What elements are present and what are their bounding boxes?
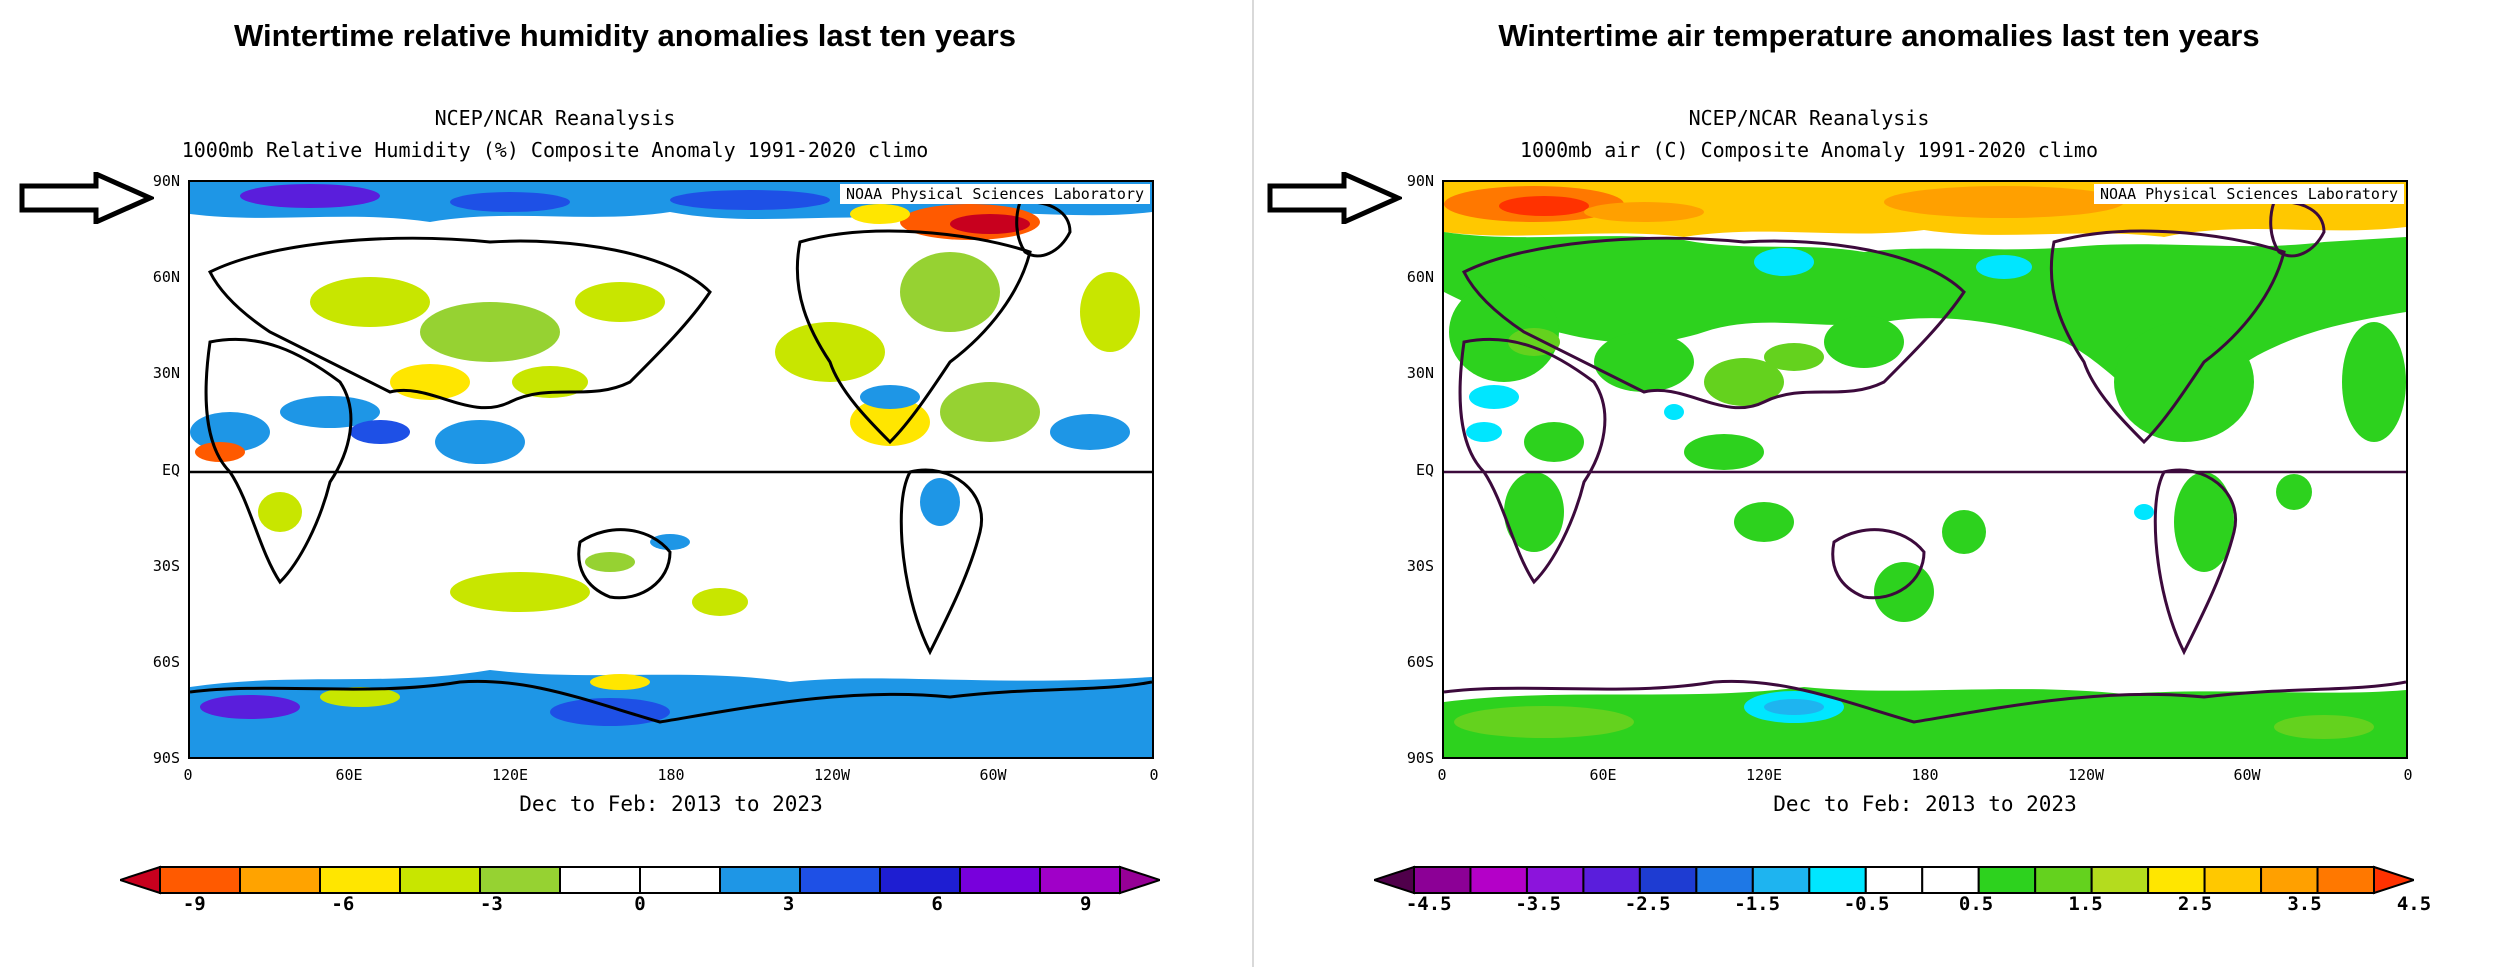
colorbar-segment xyxy=(799,866,881,894)
colorbar-segment xyxy=(399,866,481,894)
lon-label: 60E xyxy=(335,766,363,784)
lon-label: 180 xyxy=(657,766,685,784)
colorbar-arrow-low xyxy=(120,865,161,895)
anomaly-field xyxy=(1444,182,2406,757)
lat-label: 60N xyxy=(1406,268,1434,286)
colorbar-segment xyxy=(1469,866,1528,894)
lon-label: 0 xyxy=(183,766,193,784)
colorbar-tick-label: -3 xyxy=(479,893,503,915)
time-period: Dec to Feb: 2013 to 2023 xyxy=(519,792,823,816)
colorbar-segment xyxy=(2147,866,2206,894)
colorbar-segment xyxy=(2090,866,2150,894)
colorbar-tick-label: -3.5 xyxy=(1515,893,1562,915)
colorbar-segment xyxy=(1039,866,1121,894)
lat-label: 90N xyxy=(1406,172,1434,190)
colorbar-segment xyxy=(319,866,401,894)
map-subtitle: 1000mb air (C) Composite Anomaly 1991-20… xyxy=(1520,138,2098,162)
lat-label: 90S xyxy=(152,749,180,767)
colorbar-arrow-high xyxy=(1119,865,1160,895)
humidity-colorbar xyxy=(120,865,1160,895)
lon-label: 0 xyxy=(2403,766,2413,784)
source-label: NCEP/NCAR Reanalysis xyxy=(434,106,676,130)
lat-label: EQ xyxy=(1415,461,1434,479)
colorbar-segment xyxy=(559,866,641,894)
colorbar-tick-label: 9 xyxy=(1079,893,1092,915)
colorbar-tick-label: 1.5 xyxy=(2068,893,2103,915)
temperature-colorbar xyxy=(1374,865,2414,895)
colorbar-tick-label: 2.5 xyxy=(2177,893,2213,915)
colorbar-segment xyxy=(2260,866,2319,894)
lab-credit: NOAA Physical Sciences Laboratory xyxy=(839,184,1150,204)
map-subtitle: 1000mb Relative Humidity (%) Composite A… xyxy=(181,138,929,162)
lon-label: 180 xyxy=(1911,766,1939,784)
colorbar-arrow-high xyxy=(2373,865,2414,895)
lat-label: 60N xyxy=(152,268,180,286)
colorbar-tick-label: -0.5 xyxy=(1843,893,1890,915)
colorbar-segment xyxy=(1751,866,1811,894)
lon-label: 120W xyxy=(2067,766,2105,784)
colorbar-segment xyxy=(1582,866,1641,894)
colorbar-tick-label: 4.5 xyxy=(2396,893,2432,915)
lat-label: 60S xyxy=(1406,653,1434,671)
arrow-right-icon xyxy=(1267,172,1402,224)
colorbar-segment xyxy=(719,866,801,894)
colorbar-segment xyxy=(1413,866,1472,894)
colorbar-segment xyxy=(1864,866,1924,894)
colorbar-segment xyxy=(2316,866,2376,894)
lat-label: EQ xyxy=(161,461,180,479)
colorbar-segment xyxy=(479,866,561,894)
lon-label: 60W xyxy=(2233,766,2261,784)
lon-label: 120E xyxy=(491,766,529,784)
colorbar-segment xyxy=(239,866,321,894)
source-label: NCEP/NCAR Reanalysis xyxy=(1688,106,1930,130)
time-period: Dec to Feb: 2013 to 2023 xyxy=(1773,792,2077,816)
lab-credit: NOAA Physical Sciences Laboratory xyxy=(2093,184,2404,204)
colorbar-tick-label: -9 xyxy=(182,893,206,915)
colorbar-tick-label: 3 xyxy=(782,893,795,915)
colorbar-segment xyxy=(639,866,721,894)
colorbar-tick-label: 0 xyxy=(634,893,646,915)
lat-label: 30S xyxy=(1406,557,1434,575)
panel-title: Wintertime air temperature anomalies las… xyxy=(1498,18,2260,53)
lon-label: 0 xyxy=(1437,766,1447,784)
colorbar-tick-label: -2.5 xyxy=(1624,893,1671,915)
lon-label: 120W xyxy=(813,766,851,784)
colorbar-tick-label: 0.5 xyxy=(1958,893,1994,915)
lon-label: 60W xyxy=(979,766,1007,784)
panel-title: Wintertime relative humidity anomalies l… xyxy=(234,18,1016,53)
lon-label: 120E xyxy=(1745,766,1783,784)
humidity-anomaly-map: NOAA Physical Sciences Laboratory xyxy=(188,180,1154,759)
colorbar-segment xyxy=(159,866,241,894)
lon-label: 0 xyxy=(1149,766,1159,784)
lon-label: 60E xyxy=(1589,766,1617,784)
colorbar-segment xyxy=(959,866,1041,894)
colorbar-segment xyxy=(1525,866,1585,894)
colorbar-tick-label: 3.5 xyxy=(2287,893,2322,915)
lat-label: 90S xyxy=(1406,749,1434,767)
colorbar-segment xyxy=(2034,866,2093,894)
colorbar-tick-label: -4.5 xyxy=(1405,893,1452,915)
anomaly-field xyxy=(190,182,1152,757)
panel-divider xyxy=(1252,0,1254,967)
lat-label: 90N xyxy=(152,172,180,190)
lat-label: 60S xyxy=(152,653,180,671)
colorbar-segment xyxy=(1977,866,2037,894)
arrow-right-icon xyxy=(19,172,154,224)
colorbar-segment xyxy=(879,866,961,894)
colorbar-arrow-low xyxy=(1374,865,1415,895)
colorbar-segment xyxy=(1695,866,1754,894)
temperature-panel: Wintertime air temperature anomalies las… xyxy=(1254,0,2500,967)
humidity-panel: Wintertime relative humidity anomalies l… xyxy=(19,18,1160,915)
colorbar-segment xyxy=(2203,866,2263,894)
colorbar-segment xyxy=(1921,866,1980,894)
lat-label: 30S xyxy=(152,557,180,575)
lat-label: 30N xyxy=(1406,364,1434,382)
colorbar-segment xyxy=(1638,866,1698,894)
temperature-anomaly-map: NOAA Physical Sciences Laboratory xyxy=(1442,180,2408,759)
colorbar-segment xyxy=(1808,866,1867,894)
lat-label: 30N xyxy=(152,364,180,382)
colorbar-tick-label: 6 xyxy=(931,893,943,915)
colorbar-tick-label: -6 xyxy=(331,893,355,915)
colorbar-tick-label: -1.5 xyxy=(1734,893,1781,915)
